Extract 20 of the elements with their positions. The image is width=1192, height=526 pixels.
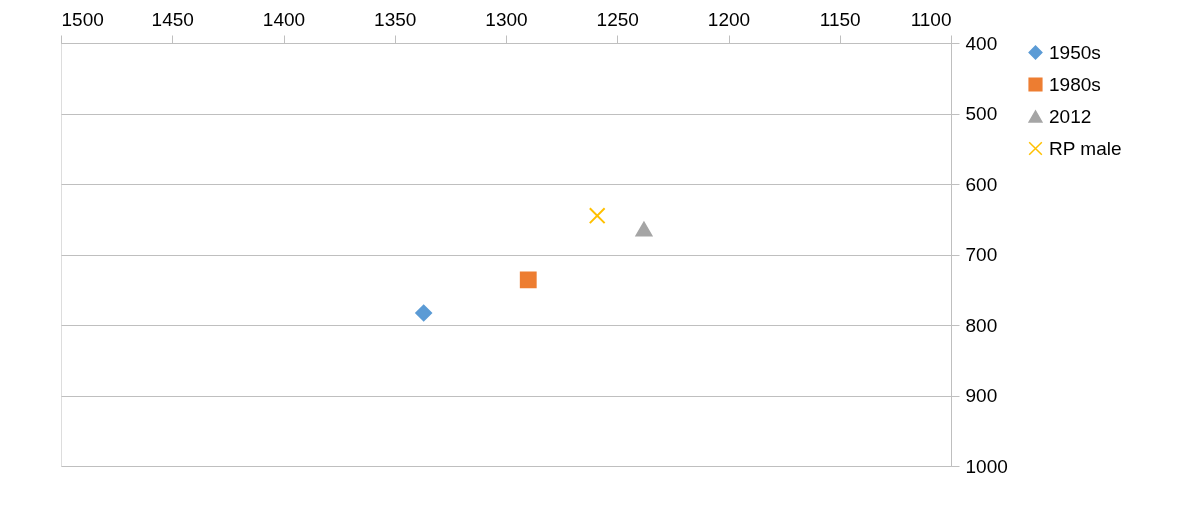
y-tick-label: 500 — [965, 103, 998, 124]
y-tick-label: 600 — [965, 173, 998, 195]
legend-label: 1980s — [1049, 73, 1101, 95]
y-tick-label: 700 — [965, 244, 998, 265]
x-tick-label: 1400 — [262, 8, 306, 30]
x-tick-label: 1150 — [819, 8, 861, 30]
x-tick-label: 1300 — [485, 8, 528, 30]
legend-label: RP male — [1049, 137, 1122, 159]
x-tick-label: 1450 — [151, 8, 194, 30]
x-tick-label: 1350 — [374, 8, 417, 30]
y-tick-label: 400 — [965, 32, 998, 54]
x-tick-label: 1500 — [61, 8, 104, 30]
y-tick-label: 800 — [965, 314, 998, 336]
y-tick-label: 1000 — [965, 455, 1008, 477]
x-tick-label: 1100 — [910, 8, 952, 30]
x-tick-label: 1200 — [707, 8, 751, 30]
x-tick-label: 1250 — [596, 8, 639, 30]
y-tick-label: 900 — [965, 385, 998, 406]
legend-label: 1950s — [1049, 41, 1101, 63]
legend-label: 2012 — [1049, 105, 1092, 127]
